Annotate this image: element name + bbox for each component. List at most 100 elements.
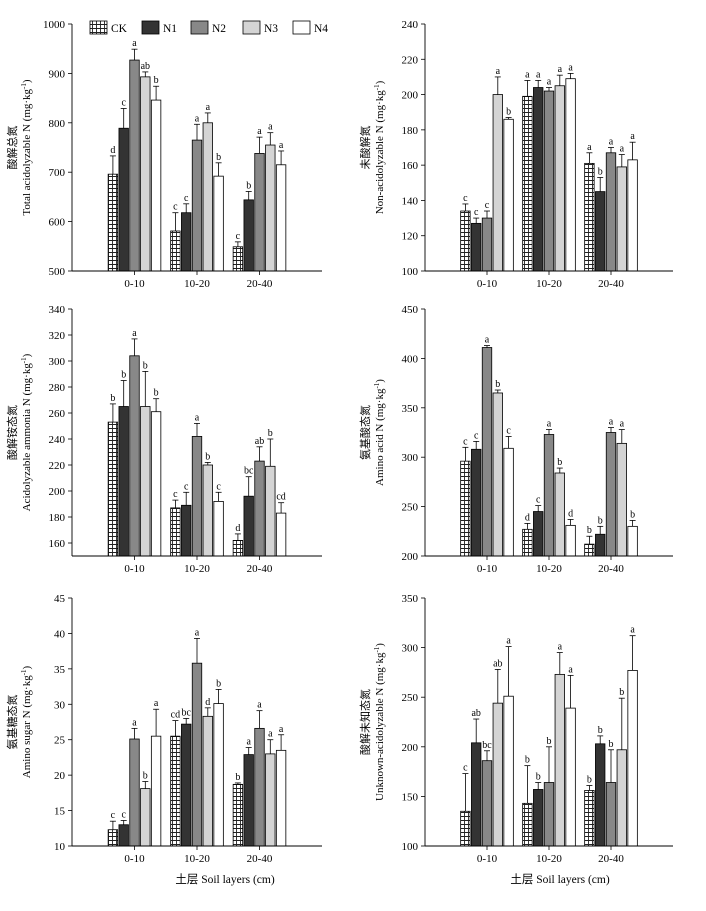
significance-letter: a: [568, 62, 573, 73]
significance-letter: b: [598, 166, 603, 177]
bar: [202, 715, 213, 847]
x-tick-label: 10-20: [184, 853, 210, 865]
significance-letter: a: [620, 144, 625, 155]
bar: [129, 738, 140, 847]
bar: [202, 122, 213, 272]
significance-letter: bc: [244, 466, 254, 477]
y-tick-label: 30: [54, 699, 66, 711]
y-axis-label-en: Amino sugar N (mg·kg-1): [20, 665, 33, 778]
y-tick-label: 200: [49, 486, 66, 498]
x-tick-label: 10-20: [536, 853, 562, 865]
bar: [118, 824, 129, 847]
bar: [584, 162, 595, 272]
significance-letter: d: [568, 508, 573, 519]
bar: [616, 442, 627, 557]
bar: [503, 118, 514, 272]
significance-letter: c: [536, 495, 541, 506]
y-tick-label: 200: [402, 551, 419, 563]
bar: [232, 783, 244, 847]
x-tick-label: 10-20: [536, 278, 562, 290]
significance-letter: c: [184, 481, 189, 492]
significance-letter: c: [474, 207, 479, 218]
significance-letter: c: [463, 193, 468, 204]
y-tick-label: 250: [402, 502, 419, 514]
significance-letter: b: [609, 739, 614, 750]
significance-letter: a: [630, 131, 635, 142]
y-tick-label: 280: [49, 382, 66, 394]
significance-letter: b: [598, 515, 603, 526]
bar: [150, 735, 162, 847]
significance-letter: b: [525, 755, 530, 766]
bar: [129, 59, 140, 272]
y-tick-label: 1000: [43, 19, 66, 31]
significance-letter: cd: [276, 492, 285, 503]
y-tick-label: 250: [402, 692, 419, 704]
y-axis-label-en: Amino acid N (mg·kg-1): [373, 379, 386, 486]
significance-letter: ab: [141, 61, 150, 72]
significance-letter: b: [216, 152, 221, 163]
x-tick-label: 20-40: [247, 853, 273, 865]
y-tick-label: 20: [54, 770, 66, 782]
significance-letter: ab: [255, 436, 264, 447]
y-tick-label: 260: [49, 408, 66, 420]
y-tick-label: 500: [49, 266, 66, 278]
y-tick-label: 800: [49, 118, 66, 130]
x-tick-label: 10-20: [536, 563, 562, 575]
bar: [107, 173, 119, 272]
bar: [616, 749, 627, 847]
y-tick-label: 140: [402, 195, 419, 207]
legend-swatch: [190, 20, 209, 35]
y-tick-label: 300: [402, 452, 419, 464]
significance-letter: d: [235, 523, 240, 534]
y-tick-label: 160: [49, 538, 66, 550]
legend-swatch: [141, 20, 160, 35]
y-axis-label-cn: 酸解总氮: [5, 126, 19, 170]
y-tick-label: 300: [49, 356, 66, 368]
bar: [213, 703, 224, 847]
bar: [170, 735, 181, 847]
bar: [181, 723, 192, 847]
bar: [533, 511, 544, 557]
bar: [543, 434, 555, 557]
legend-label: N1: [163, 23, 177, 35]
bar: [471, 222, 482, 272]
bar: [481, 347, 493, 557]
significance-letter: a: [268, 122, 273, 133]
bar: [107, 829, 119, 847]
legend-swatch: [89, 20, 108, 35]
significance-letter: b: [598, 725, 603, 736]
bar: [181, 212, 192, 272]
y-tick-label: 240: [402, 19, 419, 31]
bar: [150, 99, 162, 272]
bar: [554, 85, 565, 272]
bar: [543, 90, 555, 272]
bar: [181, 504, 192, 557]
x-tick-label: 0-10: [477, 563, 498, 575]
bar: [118, 406, 129, 557]
bar: [627, 525, 638, 557]
significance-letter: c: [121, 97, 126, 108]
bar: [213, 175, 224, 272]
bar: [191, 139, 203, 272]
significance-letter: c: [121, 809, 126, 820]
significance-letter: b: [495, 379, 500, 390]
bar: [275, 749, 287, 847]
significance-letter: b: [547, 736, 552, 747]
significance-letter: c: [184, 193, 189, 204]
significance-letter: a: [536, 69, 541, 80]
significance-letter: b: [246, 180, 251, 191]
significance-letter: a: [547, 77, 552, 88]
x-tick-label: 20-40: [247, 563, 273, 575]
significance-letter: c: [485, 200, 490, 211]
y-axis-label-en: Acidolyzable ammonia N (mg·kg-1): [20, 353, 33, 511]
y-tick-label: 340: [49, 304, 66, 316]
bar: [584, 543, 595, 557]
significance-letter: a: [587, 142, 592, 153]
y-tick-label: 240: [49, 434, 66, 446]
y-tick-label: 350: [402, 593, 419, 605]
y-tick-label: 900: [49, 68, 66, 80]
significance-letter: b: [121, 370, 126, 381]
